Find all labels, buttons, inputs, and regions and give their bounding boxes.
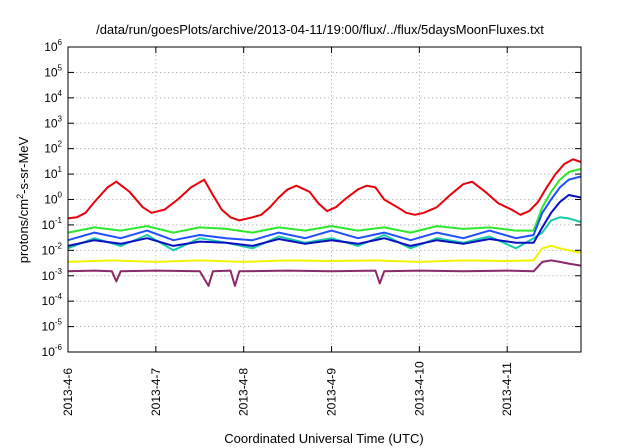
y-tick-label: 101	[44, 165, 62, 181]
x-tick-label: 2013-4-9	[325, 368, 339, 416]
y-tick-label: 106	[44, 38, 62, 54]
y-tick-label-base: 10	[42, 294, 56, 308]
y-tick-label-exp: -3	[55, 267, 63, 276]
y-tick-label-exp: -2	[55, 241, 63, 250]
ticks	[67, 46, 581, 353]
series-line-6	[67, 259, 582, 287]
y-tick-label-base: 10	[42, 269, 56, 283]
y-axis-label: protons/cm2-s-sr-MeV	[15, 136, 31, 263]
y-tick-label-base: 10	[44, 40, 58, 54]
y-tick-label-exp: 3	[58, 114, 63, 123]
y-tick-label: 10-3	[42, 267, 63, 283]
x-tick-label: 2013-4-10	[412, 361, 426, 416]
y-tick-label: 102	[44, 140, 62, 156]
y-tick-label-exp: -5	[55, 318, 63, 327]
y-tick-label-base: 10	[42, 345, 56, 359]
y-tick-label-exp: 1	[58, 165, 63, 174]
y-tick-label-base: 10	[44, 167, 58, 181]
series-line-4	[67, 194, 582, 247]
y-tick-label: 103	[44, 114, 62, 130]
x-tick-label: 2013-4-6	[61, 368, 75, 416]
y-tick-label: 10-5	[42, 318, 63, 334]
y-tick-label: 10-4	[42, 292, 63, 308]
y-tick-label: 100	[44, 191, 62, 207]
y-tick-label: 104	[44, 89, 62, 105]
y-tick-label: 10-2	[42, 241, 63, 257]
grid	[68, 47, 581, 352]
y-tick-label-base: 10	[44, 65, 58, 79]
y-tick-label-exp: -1	[55, 216, 63, 225]
y-tick-label-base: 10	[44, 193, 58, 207]
y-tick-label-base: 10	[44, 116, 58, 130]
x-tick-label: 2013-4-11	[500, 362, 514, 416]
y-tick-label-base: 10	[42, 243, 56, 257]
y-tick-label-base: 10	[44, 91, 58, 105]
y-tick-label-base: 10	[42, 320, 56, 334]
y-tick-label-exp: 5	[58, 63, 63, 72]
y-tick-label-exp: 6	[58, 38, 63, 47]
y-tick-label: 10-1	[42, 216, 63, 232]
series-group	[67, 158, 582, 287]
y-tick-label-exp: 2	[58, 140, 63, 149]
x-tick-label: 2013-4-8	[237, 368, 251, 416]
y-tick-label: 10-6	[42, 343, 63, 359]
x-tick-label: 2013-4-7	[149, 368, 163, 416]
y-tick-label: 105	[44, 63, 62, 79]
series-line-3	[67, 175, 582, 242]
y-tick-label-base: 10	[42, 218, 56, 232]
y-tick-label-exp: 4	[58, 89, 63, 98]
y-tick-label-exp: -6	[55, 343, 63, 352]
chart-title: /data/run/goesPlots/archive/2013-04-11/1…	[96, 22, 544, 37]
y-tick-labels: 10610510410310210110010-110-210-310-410-…	[42, 38, 63, 359]
y-tick-label-exp: 0	[58, 191, 63, 200]
series-line-1	[67, 167, 582, 234]
x-tick-labels: 2013-4-6 2013-4-7 2013-4-8 2013-4-9 2013-4-1…	[61, 361, 514, 416]
y-tick-label-base: 10	[44, 142, 58, 156]
series-line-0	[67, 158, 582, 222]
series-line-5	[67, 244, 582, 263]
x-axis-label: Coordinated Universal Time (UTC)	[224, 431, 423, 446]
y-tick-label-exp: -4	[55, 292, 63, 301]
